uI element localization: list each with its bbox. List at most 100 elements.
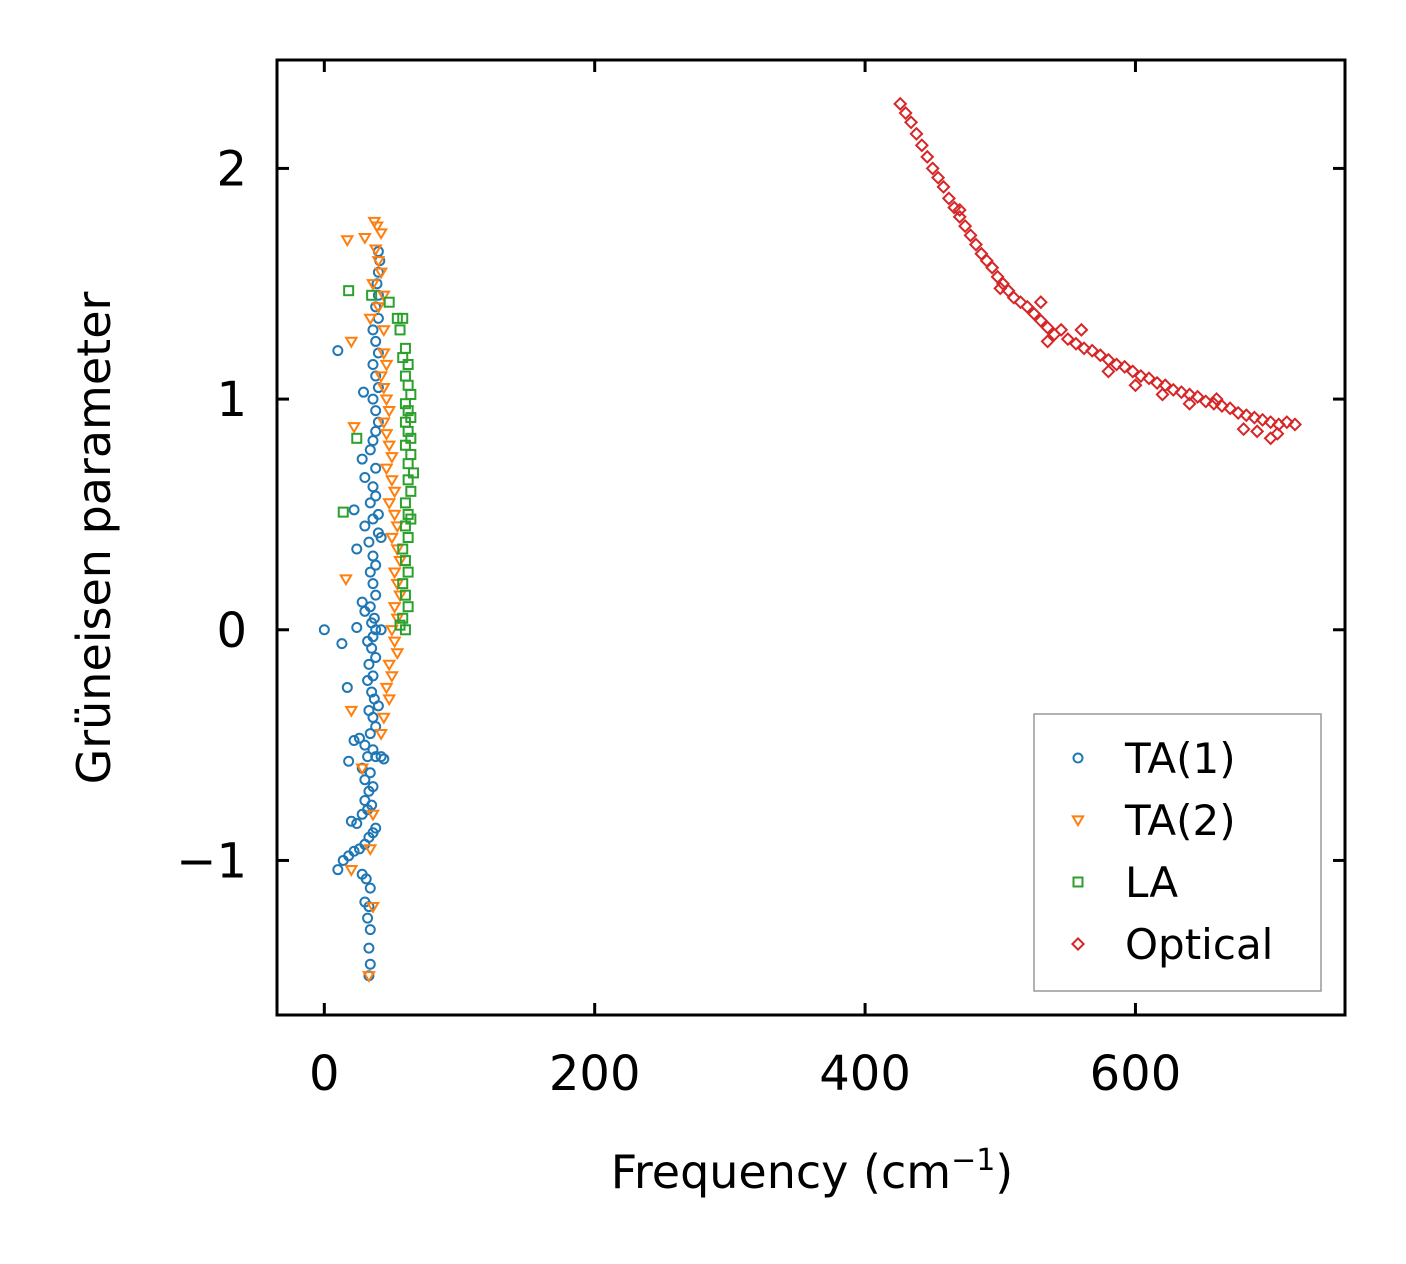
data-point-optical bbox=[898, 106, 913, 121]
y-axis: −1 0 1 2 bbox=[176, 141, 1345, 889]
legend-marker-ta-1 bbox=[1072, 752, 1084, 764]
x-tick-label: 200 bbox=[549, 1046, 641, 1102]
data-point-ta-1 bbox=[341, 681, 353, 693]
data-point-ta-1 bbox=[348, 845, 360, 857]
data-point-ta-1 bbox=[359, 774, 371, 786]
data-point-la bbox=[351, 432, 363, 444]
data-point-optical bbox=[968, 237, 983, 252]
data-point-ta-2 bbox=[363, 844, 378, 857]
data-point-la bbox=[343, 285, 355, 297]
data-point-optical bbox=[1182, 387, 1197, 402]
data-point-ta-2 bbox=[379, 682, 394, 695]
data-point-ta-1 bbox=[363, 658, 375, 670]
data-point-la bbox=[402, 358, 414, 370]
data-point-ta-1 bbox=[364, 497, 376, 509]
data-point-ta-1 bbox=[370, 335, 382, 347]
data-point-ta-1 bbox=[345, 815, 357, 827]
y-tick-label: −1 bbox=[176, 833, 247, 889]
data-point-optical bbox=[1223, 401, 1238, 416]
y-tick-label: 1 bbox=[216, 372, 247, 428]
data-point-ta-2 bbox=[370, 221, 384, 234]
data-point-ta-1 bbox=[367, 324, 379, 336]
data-point-ta-1 bbox=[367, 393, 379, 405]
data-point-ta-1 bbox=[364, 601, 376, 613]
data-point-ta-2 bbox=[376, 290, 391, 303]
data-point-optical bbox=[1027, 306, 1042, 321]
plot-area-frame bbox=[275, 58, 1347, 1017]
data-point-ta-1 bbox=[362, 912, 374, 924]
data-point-optical bbox=[1125, 364, 1140, 379]
data-point-ta-1 bbox=[343, 755, 355, 767]
data-point-ta-1 bbox=[359, 472, 371, 484]
data-point-ta-2 bbox=[384, 625, 399, 637]
data-point-ta-2 bbox=[387, 486, 402, 499]
data-point-optical bbox=[1239, 408, 1254, 423]
data-point-la bbox=[383, 296, 395, 308]
data-point-ta-1 bbox=[332, 864, 344, 876]
data-point-ta-2 bbox=[384, 475, 399, 487]
data-point-ta-2 bbox=[371, 256, 386, 268]
data-point-la bbox=[399, 624, 411, 636]
data-point-ta-1 bbox=[318, 624, 330, 636]
data-point-ta-1 bbox=[359, 794, 371, 806]
x-tick-label: 0 bbox=[309, 1046, 340, 1102]
data-point-ta-1 bbox=[378, 753, 390, 765]
data-point-ta-2 bbox=[363, 313, 378, 326]
data-point-optical bbox=[952, 209, 967, 224]
data-point-ta-2 bbox=[387, 567, 402, 580]
data-point-optical bbox=[1133, 368, 1148, 384]
data-point-ta-1 bbox=[351, 543, 363, 555]
data-point-la bbox=[397, 543, 409, 555]
data-point-optical bbox=[893, 96, 908, 111]
data-point-ta-1 bbox=[368, 612, 380, 624]
data-point-ta-2 bbox=[379, 394, 394, 407]
data-point-ta-2 bbox=[366, 279, 380, 291]
data-point-la bbox=[399, 555, 411, 567]
data-point-ta-1 bbox=[353, 732, 365, 744]
data-point-ta-2 bbox=[384, 452, 399, 464]
data-point-optical bbox=[1109, 357, 1124, 372]
data-point-ta-1 bbox=[367, 578, 379, 590]
data-point-optical bbox=[1198, 394, 1213, 409]
data-point-ta-1 bbox=[364, 924, 376, 936]
data-point-ta-1 bbox=[364, 767, 376, 779]
data-point-ta-1 bbox=[356, 868, 368, 880]
data-point-optical bbox=[1247, 410, 1262, 425]
x-tick-label: 400 bbox=[819, 1046, 911, 1102]
data-point-optical bbox=[1287, 417, 1303, 432]
data-point-ta-2 bbox=[382, 659, 397, 672]
data-point-optical bbox=[909, 126, 924, 141]
data-point-ta-1 bbox=[348, 504, 360, 516]
legend: TA(1) TA(2) LA Optical bbox=[1033, 713, 1322, 992]
data-point-optical bbox=[941, 191, 956, 206]
data-point-optical bbox=[1155, 387, 1170, 402]
data-point-ta-2 bbox=[376, 712, 391, 725]
y-tick-label: 2 bbox=[216, 141, 247, 197]
data-point-ta-2 bbox=[368, 244, 383, 257]
data-point-ta-1 bbox=[351, 818, 363, 830]
data-point-ta-1 bbox=[368, 693, 380, 705]
data-point-ta-2 bbox=[379, 429, 394, 441]
data-point-optical bbox=[963, 228, 978, 243]
data-point-la bbox=[397, 312, 409, 324]
data-point-ta-1 bbox=[363, 705, 375, 717]
data-point-la bbox=[399, 589, 411, 601]
data-point-optical bbox=[936, 179, 951, 194]
data-point-ta-1 bbox=[370, 651, 382, 663]
data-point-ta-1 bbox=[370, 405, 382, 417]
legend-label-ta-2: TA(2) bbox=[1124, 796, 1236, 845]
data-point-optical bbox=[952, 202, 967, 217]
data-point-optical bbox=[1236, 422, 1251, 437]
data-point-ta-1 bbox=[336, 638, 348, 650]
data-point-ta-2 bbox=[344, 336, 359, 349]
data-point-optical bbox=[1040, 334, 1055, 349]
data-point-ta-1 bbox=[348, 734, 360, 746]
data-point-ta-1 bbox=[356, 453, 368, 465]
x-axis-label-close: ) bbox=[995, 1145, 1013, 1199]
data-point-optical bbox=[1141, 371, 1157, 386]
data-point-optical bbox=[1006, 290, 1021, 305]
data-markers bbox=[318, 96, 1303, 983]
data-point-ta-1 bbox=[359, 739, 371, 751]
data-point-ta-2 bbox=[362, 971, 376, 983]
